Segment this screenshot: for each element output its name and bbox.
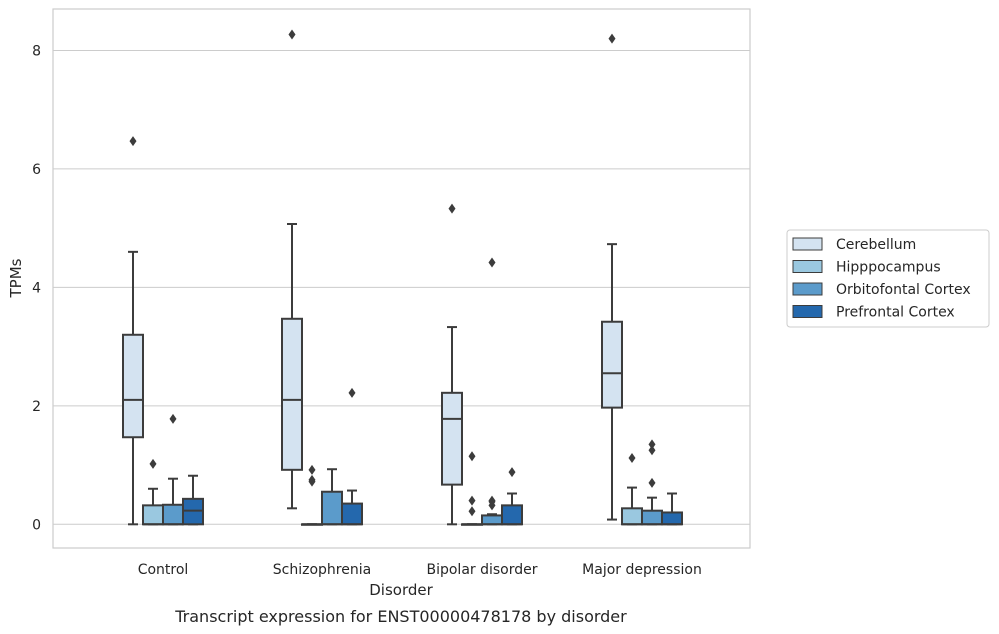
plot-background [53, 9, 750, 548]
box-iqr [641, 509, 663, 526]
box-plot-series [122, 29, 683, 526]
outlier-point [308, 464, 316, 475]
outlier-point [169, 413, 177, 424]
x-tick-label: Control [138, 562, 189, 578]
box-orbitofontal-cortex [481, 257, 503, 526]
box-prefrontal-cortex [661, 492, 683, 526]
legend-label: Cerebellum [836, 237, 916, 253]
y-tick-label: 8 [32, 43, 41, 59]
outlier-point [288, 29, 296, 40]
legend-label: Prefrontal Cortex [836, 305, 955, 321]
box-iqr [621, 507, 643, 526]
y-axis-ticks: 0 2 4 6 8 [32, 43, 41, 533]
x-tick-label: Schizophrenia [273, 562, 371, 578]
box-cerebellum [601, 33, 623, 521]
box-iqr [481, 514, 503, 526]
box-iqr [341, 502, 363, 526]
outlier-point [149, 458, 157, 469]
box-cerebellum [122, 136, 144, 526]
chart-caption: Transcript expression for ENST0000047817… [174, 607, 627, 626]
box-cerebellum [281, 29, 303, 510]
y-tick-label: 4 [32, 280, 41, 296]
box-hipppocampus [142, 458, 164, 526]
outlier-point [648, 439, 656, 450]
box-iqr [661, 511, 683, 526]
outlier-point [448, 203, 456, 214]
box-prefrontal-cortex [341, 387, 363, 526]
x-axis-title: Disorder [369, 581, 433, 599]
legend-frame [786, 229, 990, 328]
outlier-point [648, 477, 656, 488]
y-tick-label: 2 [32, 399, 41, 415]
box-iqr [601, 320, 623, 409]
box-hipppocampus [301, 464, 323, 526]
outlier-point [468, 506, 476, 517]
outlier-point [508, 467, 516, 478]
box-prefrontal-cortex [501, 467, 523, 526]
legend-swatch [792, 260, 823, 273]
legend-swatch [792, 282, 823, 296]
box-prefrontal-cortex [182, 474, 204, 526]
outlier-point [468, 451, 476, 462]
box-iqr [441, 391, 463, 486]
box-iqr [122, 333, 144, 439]
outlier-point [488, 257, 496, 268]
legend-swatch [792, 305, 823, 318]
box-orbitofontal-cortex [321, 468, 343, 526]
outlier-point [468, 495, 476, 506]
legend-label: Hipppocampus [836, 260, 941, 276]
box-iqr [142, 504, 164, 526]
outlier-point [308, 474, 316, 485]
outlier-point [628, 452, 636, 463]
x-tick-label: Major depression [582, 562, 702, 578]
outlier-point [348, 387, 356, 398]
x-axis-ticks: Control Schizophrenia Bipolar disorder Majo… [138, 562, 702, 578]
box-iqr [321, 490, 343, 526]
box-iqr [281, 317, 303, 471]
outlier-point [608, 33, 616, 44]
y-tick-label: 0 [32, 517, 41, 533]
y-axis-title: TPMs [7, 258, 25, 298]
outlier-point [488, 495, 496, 506]
legend-swatch [792, 237, 823, 251]
plot-frame [52, 8, 751, 549]
outlier-point [129, 136, 137, 147]
box-cerebellum [441, 203, 463, 526]
x-tick-label: Bipolar disorder [426, 562, 537, 578]
box-iqr [501, 504, 523, 526]
y-tick-label: 6 [32, 162, 41, 178]
legend: Cerebellum Hipppocampus Orbitofontal Corte… [786, 229, 990, 328]
legend-label: Orbitofontal Cortex [836, 282, 971, 298]
box-orbitofontal-cortex [162, 413, 184, 526]
box-iqr [162, 503, 184, 526]
outlier-point [648, 445, 656, 456]
